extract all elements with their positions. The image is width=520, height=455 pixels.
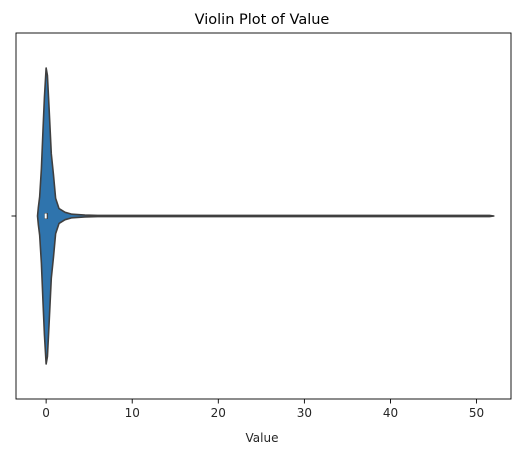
violin-median-marker-0 bbox=[44, 213, 47, 219]
x-tick-label-5: 50 bbox=[469, 406, 484, 420]
x-tick-label-4: 40 bbox=[383, 406, 398, 420]
x-tick-label-0: 0 bbox=[42, 406, 50, 420]
x-tick-label-2: 20 bbox=[211, 406, 226, 420]
plot-area bbox=[36, 67, 495, 365]
x-axis: 0 10 20 30 40 50 bbox=[42, 399, 484, 420]
x-tick-label-3: 30 bbox=[297, 406, 312, 420]
x-tick-label-1: 10 bbox=[125, 406, 140, 420]
chart-title: Violin Plot of Value bbox=[195, 12, 330, 28]
x-axis-title: Value bbox=[246, 431, 279, 445]
violin-body-0 bbox=[36, 67, 495, 365]
